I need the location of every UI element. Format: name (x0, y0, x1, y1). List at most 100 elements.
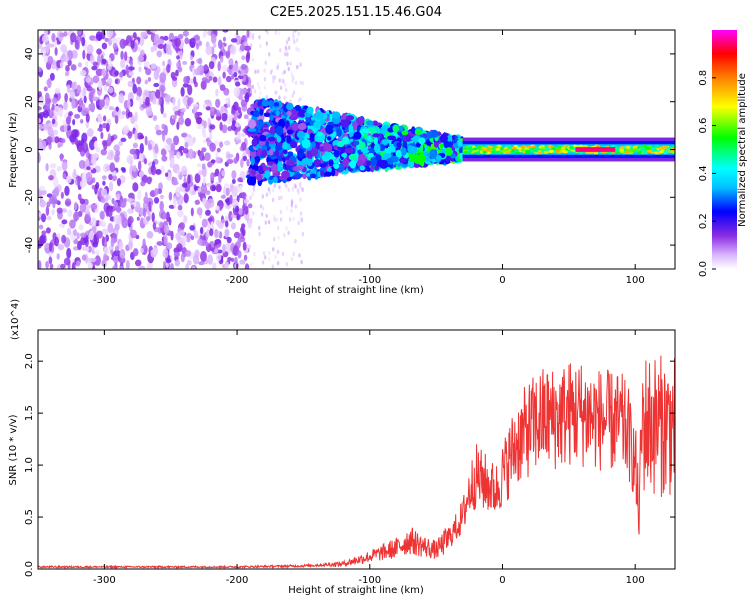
heatmap-cell (112, 42, 118, 51)
heatmap-cell (81, 109, 89, 117)
heatmap-cell (262, 123, 269, 128)
heatmap-cell (101, 228, 109, 235)
spectrogram-ytick-label: 20 (24, 95, 35, 108)
figure-title: C2E5.2025.151.15.46.G04 (270, 5, 442, 20)
heatmap-cell (64, 198, 72, 207)
heatmap-cell (63, 257, 71, 266)
heatmap-cell (231, 109, 236, 115)
heatmap-cell (288, 45, 291, 50)
heatmap-cell (249, 43, 253, 48)
heatmap-cell (279, 217, 283, 222)
heatmap-cell (256, 173, 263, 181)
heatmap-cell (140, 180, 146, 187)
snr-ytick-label: 2.0 (24, 353, 35, 369)
heatmap-cell (181, 132, 188, 138)
heatmap-cell (210, 159, 216, 164)
heatmap-cell (204, 79, 211, 84)
heatmap-cell (137, 55, 145, 63)
heatmap-cell (340, 119, 350, 128)
heatmap-cell (175, 69, 179, 77)
heatmap-cell (44, 92, 50, 102)
heatmap-cell (205, 229, 210, 238)
heatmap-cell (285, 40, 289, 45)
heatmap-cell (111, 37, 118, 44)
heatmap-cell (619, 149, 625, 153)
heatmap-cell (108, 106, 114, 111)
heatmap-cell (93, 140, 98, 149)
heatmap-cell (54, 87, 61, 94)
heatmap-cell (72, 118, 76, 126)
heatmap-cell (186, 232, 193, 240)
heatmap-cell (108, 57, 112, 67)
heatmap-cell (259, 44, 262, 49)
heatmap-cell (200, 250, 207, 262)
heatmap-cell (66, 228, 72, 236)
heatmap-cell (663, 150, 669, 154)
heatmap-cell (286, 52, 289, 57)
heatmap-cell (134, 129, 138, 141)
heatmap-cell (61, 219, 68, 225)
heatmap-cell (199, 150, 205, 162)
heatmap-cell (244, 45, 252, 52)
heatmap-cell (227, 256, 232, 262)
heatmap-cell (160, 165, 165, 173)
heatmap-cell (79, 70, 87, 77)
heatmap-cell (136, 86, 143, 98)
heatmap-cell (53, 105, 61, 117)
heatmap-cell (191, 190, 196, 196)
heatmap-cell (225, 97, 229, 104)
heatmap-cell (76, 84, 82, 95)
heatmap-cell (414, 128, 422, 136)
heatmap-cell (319, 163, 326, 168)
heatmap-cell (241, 141, 247, 151)
snr-frame (37, 329, 676, 570)
heatmap-cell (547, 144, 553, 148)
spectrogram-ytick-label: -40 (24, 237, 35, 253)
heatmap-cell (235, 205, 240, 213)
heatmap-cell (317, 131, 324, 137)
heatmap-cell (71, 98, 76, 110)
heatmap-cell (214, 248, 219, 253)
heatmap-cell (78, 159, 86, 169)
heatmap-cell (165, 258, 172, 264)
heatmap-cell (237, 250, 242, 259)
heatmap-cell (446, 135, 452, 142)
snr-panel: -300 -200 -100 0 100 0.0 0.5 1.0 1.5 2.0 Height … (8, 299, 676, 596)
heatmap-cell (123, 197, 127, 203)
heatmap-cell (228, 64, 233, 70)
heatmap-cell (294, 173, 303, 179)
heatmap-cell (272, 79, 275, 84)
heatmap-cell (62, 173, 67, 180)
heatmap-cell (439, 143, 444, 149)
heatmap-cell (526, 145, 532, 149)
heatmap-cell (82, 86, 87, 98)
heatmap-cell (285, 226, 288, 231)
heatmap-cell (278, 78, 281, 83)
heatmap-cell (273, 90, 277, 95)
heatmap-cell (555, 147, 561, 151)
heatmap-cell (227, 126, 233, 132)
heatmap-cell (130, 204, 135, 210)
colorbar-tick-label: 0.8 (698, 70, 709, 86)
heatmap-cell (286, 135, 292, 144)
heatmap-cell (38, 185, 46, 191)
heatmap-cell (139, 49, 145, 57)
heatmap-cell (194, 173, 201, 184)
heatmap-cell (286, 102, 294, 111)
heatmap-cell (114, 70, 119, 77)
heatmap-cell (85, 171, 93, 182)
heatmap-cell (45, 43, 50, 54)
heatmap-cell (267, 187, 271, 192)
heatmap-cell (79, 202, 87, 213)
heatmap-cell (107, 222, 114, 234)
heatmap-cell (344, 147, 354, 154)
heatmap-cell (104, 196, 109, 202)
heatmap-cell (145, 68, 152, 76)
heatmap-cell (292, 76, 295, 81)
heatmap-cell (76, 260, 81, 267)
heatmap-cell (217, 75, 222, 87)
heatmap-cell (366, 135, 372, 141)
heatmap-cell (372, 133, 381, 138)
heatmap-cell (44, 101, 51, 110)
heatmap-cell (146, 231, 154, 239)
